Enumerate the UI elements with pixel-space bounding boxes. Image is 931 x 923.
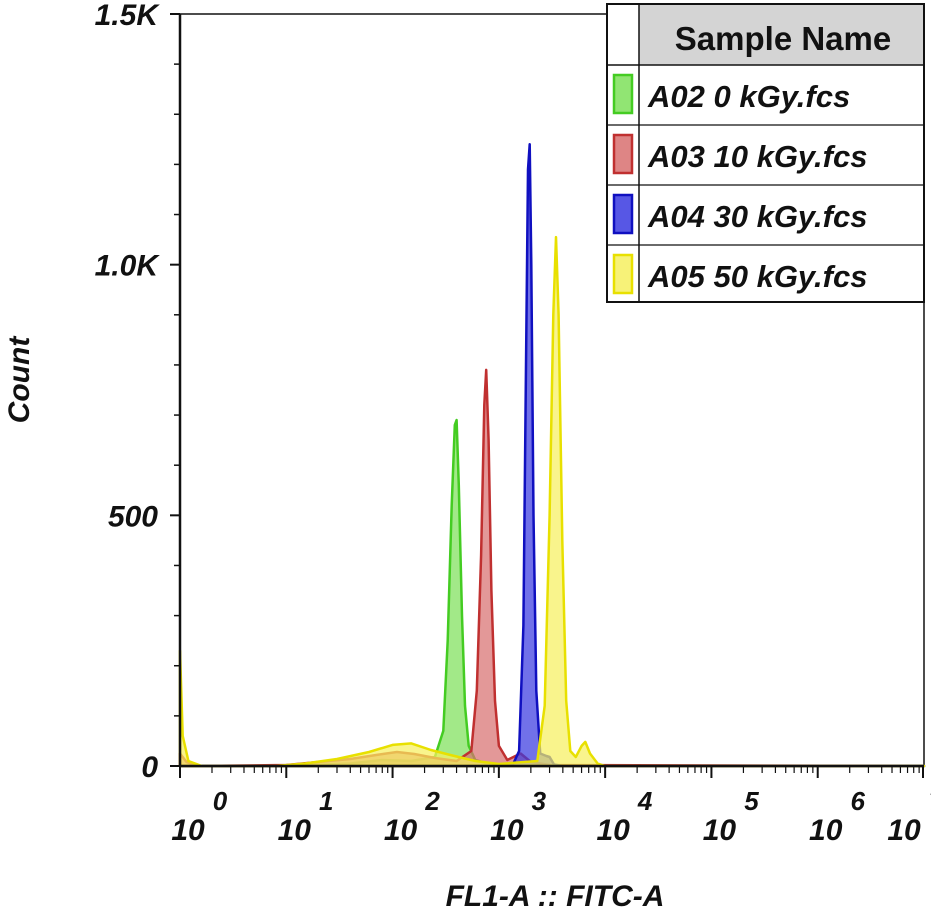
legend-header-cell bbox=[639, 5, 923, 65]
x-axis-title: FL1-A :: FITC-A bbox=[446, 880, 665, 913]
x-tick-base: 10 bbox=[278, 814, 312, 847]
legend-label: A05 50 kGy.fcs bbox=[647, 259, 867, 294]
x-tick-exponent: 7 bbox=[929, 786, 931, 816]
legend-swatch bbox=[612, 133, 634, 175]
y-tick-labels: 0 500 1.0K 1.5K bbox=[95, 0, 161, 784]
x-tick-base: 10 bbox=[703, 814, 737, 847]
x-tick-base: 10 bbox=[490, 814, 524, 847]
x-tick-base: 10 bbox=[384, 814, 418, 847]
x-tick-exponent: 2 bbox=[424, 786, 440, 816]
x-tick-exponent: 5 bbox=[744, 786, 759, 816]
legend-swatch bbox=[612, 193, 634, 235]
y-tick-label: 0 bbox=[141, 751, 158, 784]
y-tick-label: 500 bbox=[108, 500, 158, 533]
x-tick-base: 10 bbox=[171, 814, 205, 847]
y-tick-label: 1.0K bbox=[95, 250, 161, 283]
x-tick-exponent: 3 bbox=[532, 786, 547, 816]
x-tick-exponent: 4 bbox=[637, 786, 653, 816]
legend-label: A03 10 kGy.fcs bbox=[647, 139, 867, 174]
x-tick-exponent: 6 bbox=[850, 786, 865, 816]
x-tick-base: 10 bbox=[809, 814, 843, 847]
legend-label: A04 30 kGy.fcs bbox=[647, 199, 867, 234]
y-axis-title: Count bbox=[3, 335, 36, 424]
legend-label: A02 0 kGy.fcs bbox=[647, 79, 850, 114]
axis-layer bbox=[170, 13, 924, 778]
x-tick-exponent: 1 bbox=[319, 786, 333, 816]
x-tick-base: 10 bbox=[596, 814, 630, 847]
legend-swatch bbox=[612, 73, 634, 115]
legend-rows: A02 0 kGy.fcs A03 10 kGy.fcs A04 30 kGy.fc… bbox=[607, 73, 924, 295]
x-tick-labels: 100101102103104105106107 bbox=[171, 786, 931, 847]
legend-header: Sample Name bbox=[675, 20, 891, 57]
x-tick-base: 10 bbox=[887, 814, 921, 847]
y-tick-label: 1.5K bbox=[95, 0, 161, 32]
legend-swatch bbox=[612, 253, 634, 295]
x-tick-exponent: 0 bbox=[213, 786, 228, 816]
